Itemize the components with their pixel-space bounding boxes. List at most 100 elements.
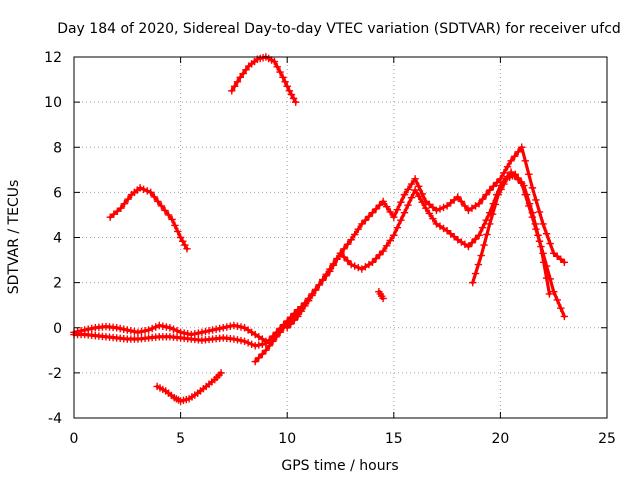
series-line (230, 55, 298, 104)
data-point (208, 326, 217, 334)
data-point (340, 253, 348, 261)
data-point (531, 220, 539, 228)
data-point (322, 272, 330, 280)
data-point (308, 291, 316, 300)
data-point (171, 221, 179, 230)
data-point (414, 182, 423, 191)
data-point (127, 327, 135, 335)
x-tick-label: 0 (70, 431, 79, 447)
data-point (181, 241, 189, 249)
data-point (147, 188, 155, 197)
data-point (134, 328, 142, 336)
data-point (393, 224, 402, 232)
data-point (194, 329, 203, 337)
series-arc-4 (153, 369, 225, 405)
data-point (270, 57, 279, 66)
x-axis-label: GPS time / hours (281, 458, 398, 474)
data-point (425, 200, 434, 209)
data-point (494, 190, 502, 199)
data-point (414, 192, 423, 200)
data-point (542, 274, 551, 282)
data-point (546, 239, 554, 248)
data-point (130, 327, 139, 336)
data-point (386, 236, 394, 245)
data-point (379, 247, 387, 255)
data-point (304, 296, 313, 305)
data-point (525, 170, 533, 179)
data-point (281, 78, 289, 86)
series-line (285, 170, 566, 330)
data-point (123, 326, 131, 334)
x-tick-label: 5 (176, 431, 185, 447)
data-point (157, 202, 166, 210)
data-point (182, 395, 190, 404)
data-point (379, 197, 387, 206)
series-line (471, 172, 552, 296)
data-point (532, 196, 540, 204)
data-point (292, 98, 300, 106)
data-point (446, 230, 455, 238)
data-point (258, 350, 267, 358)
data-point (276, 328, 284, 336)
data-point (478, 195, 487, 203)
data-point (393, 205, 402, 214)
data-point (379, 294, 387, 303)
x-tick-label: 20 (491, 431, 509, 447)
data-point (368, 208, 377, 217)
data-point (162, 323, 171, 331)
data-point (464, 242, 473, 251)
data-point (542, 230, 551, 238)
data-point (560, 312, 569, 321)
data-point (336, 249, 345, 257)
data-point (540, 258, 548, 267)
data-point (493, 178, 501, 187)
data-point (176, 397, 185, 405)
data-point (446, 199, 455, 207)
data-point (553, 296, 561, 304)
data-point (333, 255, 341, 264)
data-point (475, 231, 483, 239)
data-point (141, 327, 149, 335)
data-point (183, 245, 191, 253)
data-point (400, 208, 409, 217)
data-point (457, 197, 466, 206)
data-point (354, 225, 362, 233)
data-point (124, 195, 132, 203)
data-point (518, 143, 526, 151)
data-point (251, 342, 259, 350)
data-point (255, 354, 263, 362)
data-point (223, 323, 231, 331)
data-series (70, 53, 569, 405)
data-point (289, 94, 298, 103)
y-axis-label: SDTVAR / TECUs (6, 180, 22, 295)
series-arc-5 (228, 53, 300, 106)
data-point (537, 242, 545, 251)
data-point (251, 357, 259, 366)
data-point (534, 231, 542, 239)
data-point (259, 54, 267, 62)
data-point (179, 237, 187, 245)
data-point (521, 157, 529, 165)
data-point (116, 324, 124, 333)
data-point (159, 322, 167, 330)
data-point (361, 216, 370, 224)
data-point (110, 210, 118, 218)
data-point (340, 245, 348, 253)
data-point (382, 202, 391, 211)
data-point (242, 66, 250, 74)
y-tick-label: 8 (53, 140, 62, 156)
x-tick-label: 10 (278, 431, 296, 447)
data-point (117, 204, 125, 212)
data-point (233, 78, 242, 86)
data-point (390, 213, 398, 221)
data-point (347, 236, 355, 244)
data-point (550, 249, 558, 257)
data-point (429, 214, 437, 223)
data-point (525, 199, 534, 208)
data-point (397, 216, 405, 224)
data-point (315, 281, 323, 289)
data-point (468, 239, 476, 247)
data-point (407, 193, 416, 202)
series-arc-3 (106, 184, 191, 253)
data-point (233, 322, 242, 330)
